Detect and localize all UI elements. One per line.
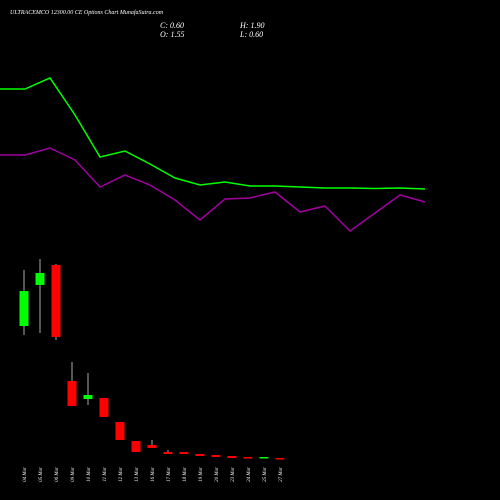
x-tick-label: 13 Mar (135, 467, 140, 482)
x-tick-label: 04 Mar (23, 467, 28, 482)
x-tick-label: 27 Mar (279, 467, 284, 482)
candle-body (19, 291, 29, 326)
candle-body (275, 458, 285, 460)
x-tick-label: 23 Mar (231, 467, 236, 482)
candle-body (35, 273, 45, 285)
x-tick-label: 09 Mar (71, 467, 76, 482)
info-high: H: 1.90 (239, 21, 264, 30)
x-tick-label: 25 Mar (263, 467, 268, 482)
candle-body (227, 456, 237, 458)
candle-body (67, 381, 77, 406)
x-tick-label: 18 Mar (183, 467, 188, 482)
x-tick-label: 20 Mar (215, 467, 220, 482)
candle-body (211, 455, 221, 457)
candle-body (163, 452, 173, 454)
x-tick-label: 16 Mar (151, 467, 156, 482)
x-tick-label: 19 Mar (199, 467, 204, 482)
x-tick-label: 17 Mar (167, 467, 172, 482)
candle-body (115, 422, 125, 440)
x-tick-label: 11 Mar (103, 467, 108, 482)
info-low: L: 0.60 (239, 30, 263, 39)
x-tick-label: 24 Mar (247, 467, 252, 482)
x-tick-label: 12 Mar (119, 467, 124, 482)
candle-body (147, 445, 157, 448)
chart-title: ULTRACEMCO 12300.00 CE Options Chart Mun… (10, 9, 164, 16)
candle-body (259, 457, 269, 459)
candle-body (195, 454, 205, 456)
x-tick-label: 06 Mar (55, 467, 60, 482)
candle-body (99, 398, 109, 417)
info-close: C: 0.60 (160, 21, 184, 30)
indicator-line (0, 77, 426, 190)
candle-body (83, 395, 93, 399)
indicator-line (0, 147, 426, 232)
info-open: O: 1.55 (160, 30, 184, 39)
x-tick-label: 10 Mar (87, 467, 92, 482)
candle-body (243, 457, 253, 459)
candle-body (131, 441, 141, 452)
candle-body (51, 265, 61, 337)
x-tick-label: 05 Mar (39, 467, 44, 482)
candle-body (179, 452, 189, 454)
